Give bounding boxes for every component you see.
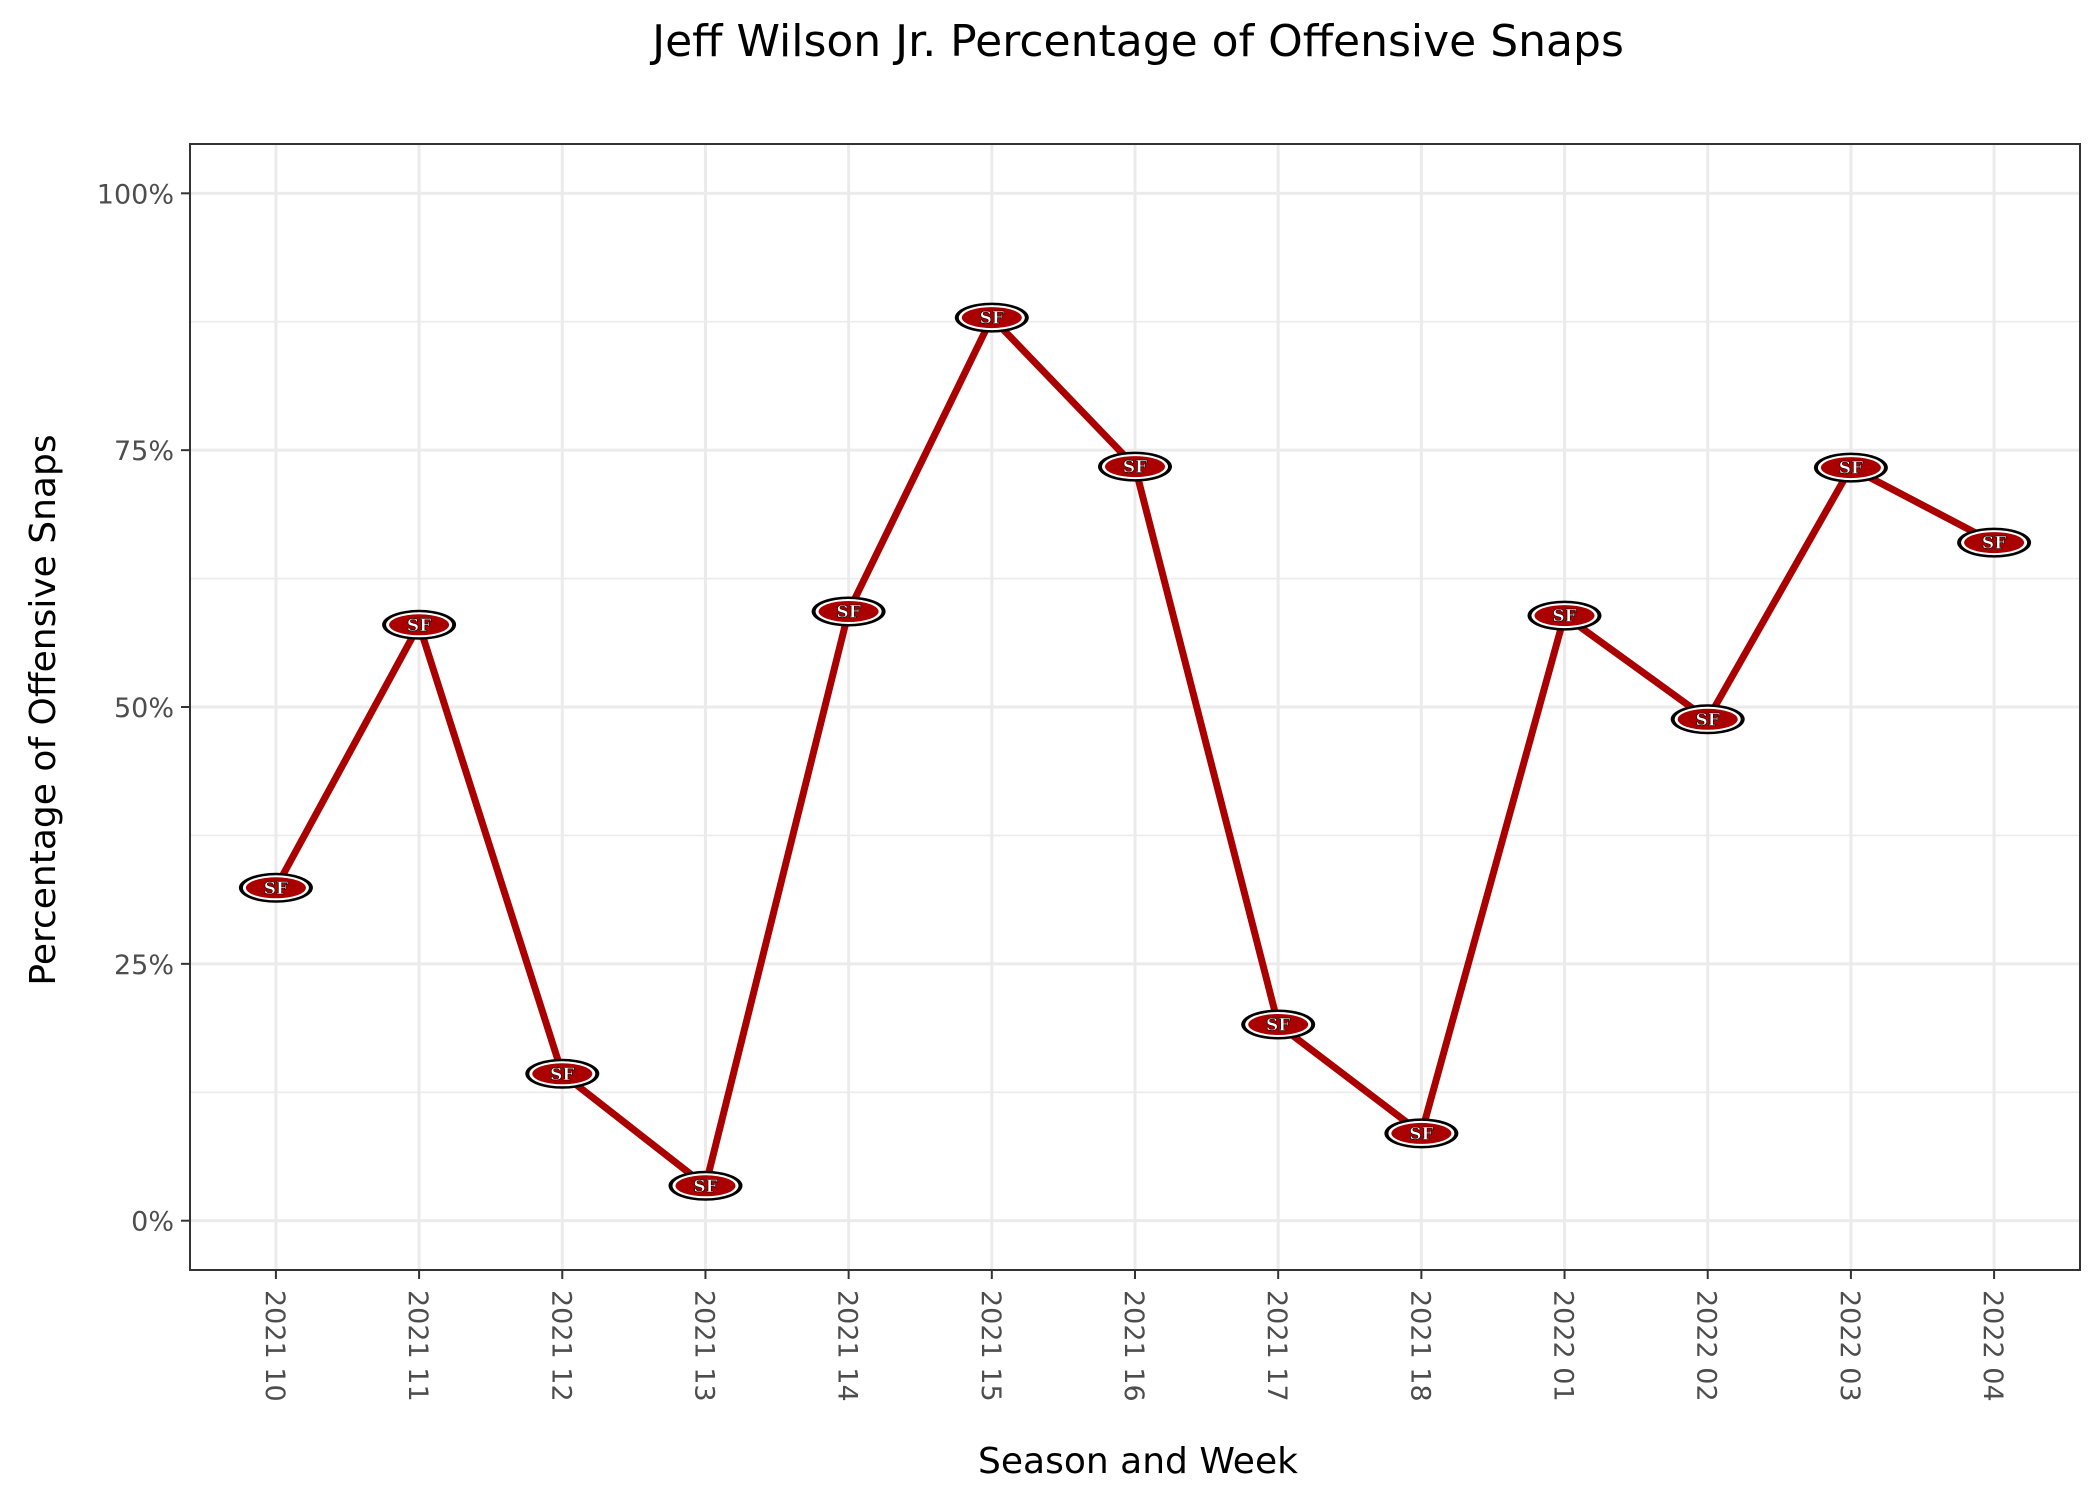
x-tick-label: 2022 01 xyxy=(1548,1290,1579,1402)
logo-red-fill xyxy=(1105,456,1165,478)
x-tick-label: 2022 03 xyxy=(1834,1290,1865,1402)
x-tick-label: 2021 13 xyxy=(689,1290,720,1402)
y-axis-title: Percentage of Offensive Snaps xyxy=(23,434,64,985)
data-point-logo: SF xyxy=(238,872,313,903)
logo-red-fill xyxy=(961,307,1022,329)
data-points: SF SF SF SF SF SF SF SF SF SF SF SF SF xyxy=(238,302,2032,1201)
y-tick-label: 100% xyxy=(97,179,174,210)
grid xyxy=(190,144,2080,1270)
chart-title: Jeff Wilson Jr. Percentage of Offensive … xyxy=(649,16,1624,67)
data-point-logo: SF xyxy=(1527,600,1602,631)
data-point-logo: SF xyxy=(525,1058,600,1089)
data-point-logo: SF xyxy=(668,1170,743,1201)
x-tick-label: 2021 10 xyxy=(259,1290,290,1402)
x-tick-label: 2021 17 xyxy=(1261,1290,1292,1402)
x-tick-label: 2021 16 xyxy=(1118,1290,1149,1402)
data-point-logo: SF xyxy=(1813,452,1888,483)
logo-red-fill xyxy=(1677,708,1738,730)
logo-text: SF xyxy=(1552,607,1576,627)
y-tick-label: 75% xyxy=(114,436,174,467)
x-axis: 2021 10 2021 11 2021 12 2021 13 2021 14 2021 … xyxy=(259,1270,2008,1402)
logo-red-fill xyxy=(1534,605,1595,627)
logo-text: SF xyxy=(836,603,860,623)
logo-text: SF xyxy=(693,1177,717,1197)
y-tick-label: 25% xyxy=(114,950,174,981)
x-tick-label: 2022 02 xyxy=(1691,1290,1722,1402)
logo-red-fill xyxy=(1391,1122,1452,1144)
y-axis: 0% 25% 50% 75% 100% xyxy=(97,179,190,1238)
logo-text: SF xyxy=(550,1065,574,1085)
data-point-logo: SF xyxy=(1384,1118,1459,1149)
y-tick-label: 0% xyxy=(131,1207,174,1238)
logo-red-fill xyxy=(532,1063,593,1085)
logo-red-fill xyxy=(1964,532,2025,554)
logo-text: SF xyxy=(1982,534,2006,554)
x-tick-label: 2022 04 xyxy=(1977,1290,2008,1402)
x-axis-title: Season and Week xyxy=(978,1441,1298,1482)
data-point-logo: SF xyxy=(954,302,1029,333)
x-tick-label: 2021 11 xyxy=(402,1290,433,1402)
logo-text: SF xyxy=(1266,1016,1290,1036)
logo-text: SF xyxy=(1409,1124,1433,1144)
data-point-logo: SF xyxy=(811,596,886,627)
x-tick-label: 2021 14 xyxy=(832,1290,863,1402)
logo-red-fill xyxy=(389,614,450,636)
data-point-logo: SF xyxy=(1670,704,1745,735)
x-tick-label: 2021 18 xyxy=(1404,1290,1435,1402)
logo-text: SF xyxy=(1696,710,1720,730)
x-tick-label: 2021 15 xyxy=(975,1290,1006,1402)
logo-red-fill xyxy=(1820,457,1881,479)
logo-red-fill xyxy=(675,1175,736,1197)
logo-text: SF xyxy=(1839,459,1863,479)
data-point-logo: SF xyxy=(1098,451,1172,482)
x-tick-label: 2021 12 xyxy=(545,1290,576,1402)
logo-text: SF xyxy=(980,309,1004,329)
data-point-logo: SF xyxy=(1241,1009,1316,1040)
logo-text: SF xyxy=(1123,458,1147,478)
data-point-logo: SF xyxy=(1957,527,2032,558)
logo-text: SF xyxy=(264,879,288,899)
logo-red-fill xyxy=(818,601,879,622)
y-tick-label: 50% xyxy=(114,693,174,724)
logo-red-fill xyxy=(245,877,306,899)
logo-text: SF xyxy=(407,616,431,636)
logo-red-fill xyxy=(1248,1014,1309,1035)
data-point-logo: SF xyxy=(382,609,457,640)
